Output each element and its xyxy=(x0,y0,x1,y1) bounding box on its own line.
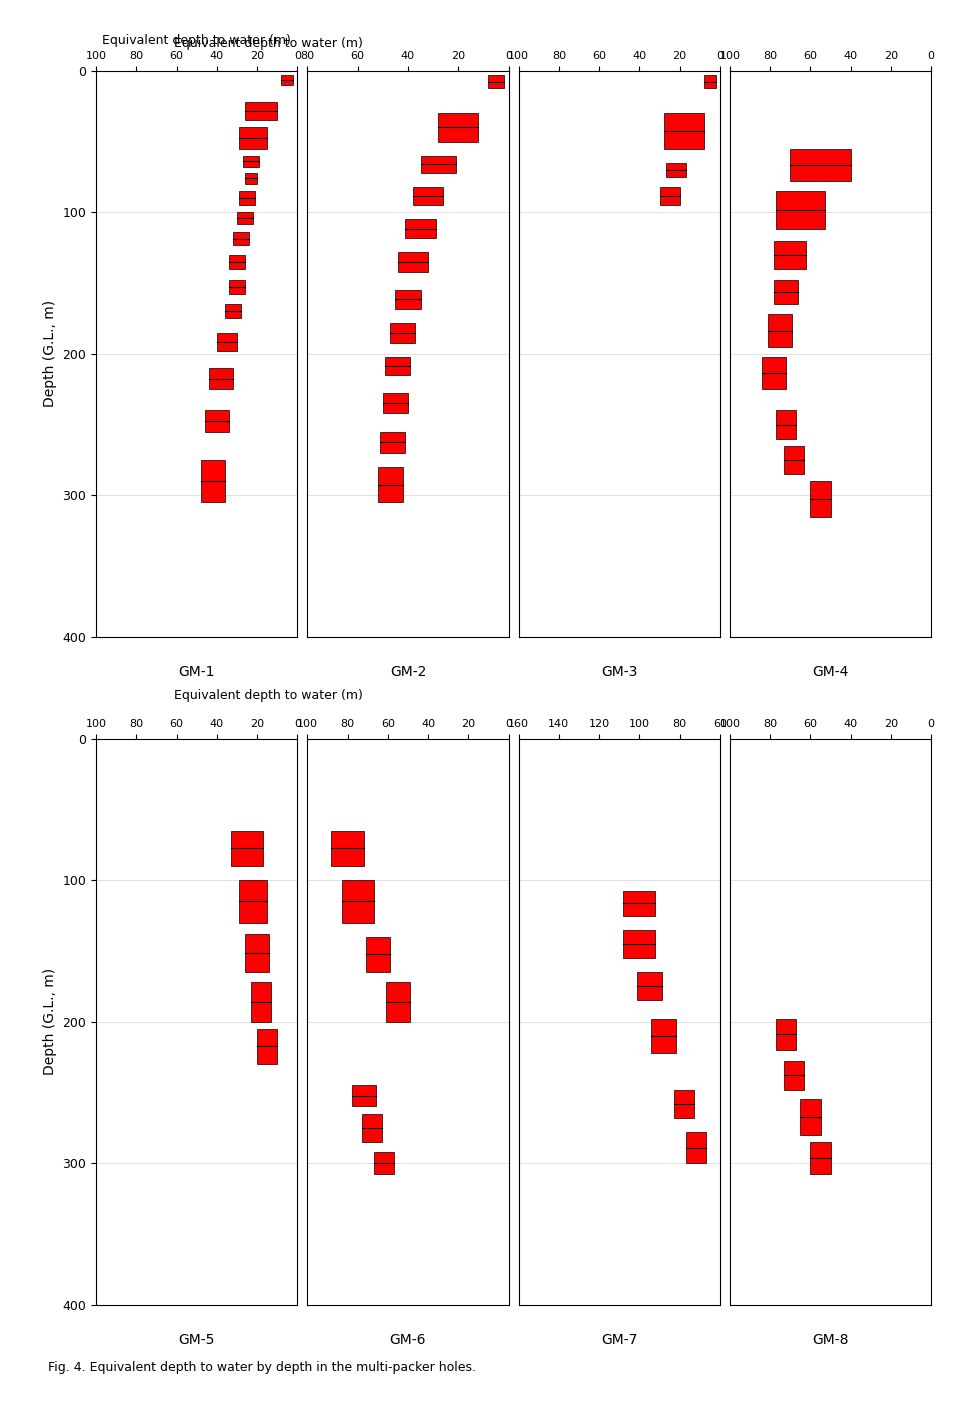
Bar xyxy=(225,305,241,319)
Bar xyxy=(233,233,249,245)
Bar xyxy=(245,934,269,973)
Bar xyxy=(366,937,390,973)
Bar xyxy=(623,930,656,959)
Bar xyxy=(204,410,228,431)
Bar xyxy=(342,881,373,923)
Bar xyxy=(397,252,428,272)
Text: GM-6: GM-6 xyxy=(390,1333,426,1347)
Bar xyxy=(784,445,804,474)
Text: Fig. 4. Equivalent depth to water by depth in the multi-packer holes.: Fig. 4. Equivalent depth to water by dep… xyxy=(48,1361,476,1374)
Bar xyxy=(245,173,257,184)
Text: GM-1: GM-1 xyxy=(179,665,215,679)
Text: GM-2: GM-2 xyxy=(390,665,426,679)
Bar xyxy=(351,1085,375,1106)
X-axis label: Equivalent depth to water (m): Equivalent depth to water (m) xyxy=(102,34,291,47)
Bar xyxy=(217,333,237,352)
Bar xyxy=(281,75,293,85)
Bar xyxy=(243,156,259,167)
Bar xyxy=(257,1028,277,1064)
Bar xyxy=(239,881,267,923)
Bar xyxy=(777,410,797,438)
Bar xyxy=(201,459,225,502)
Bar xyxy=(420,156,456,173)
Text: GM-4: GM-4 xyxy=(812,665,849,679)
Bar xyxy=(405,220,436,238)
Bar xyxy=(660,187,680,206)
Bar xyxy=(386,983,410,1021)
Bar xyxy=(768,315,792,347)
Bar xyxy=(331,831,364,866)
Bar xyxy=(685,1132,706,1163)
Text: Equivalent depth to water (m): Equivalent depth to water (m) xyxy=(175,689,363,702)
Bar xyxy=(208,369,233,389)
Bar xyxy=(230,831,263,866)
Bar xyxy=(801,1099,821,1134)
Bar xyxy=(637,973,661,1000)
Bar xyxy=(704,75,716,88)
Bar xyxy=(623,892,656,916)
Bar xyxy=(810,1141,830,1174)
Bar xyxy=(251,983,271,1021)
Text: Equivalent depth to water (m): Equivalent depth to water (m) xyxy=(175,37,363,50)
Bar xyxy=(665,163,685,177)
Bar xyxy=(385,357,411,376)
Bar xyxy=(790,149,851,182)
Text: GM-3: GM-3 xyxy=(601,665,637,679)
Bar xyxy=(413,187,444,206)
Bar xyxy=(762,357,786,389)
Bar xyxy=(377,467,403,502)
Text: GM-8: GM-8 xyxy=(812,1333,849,1347)
Text: GM-5: GM-5 xyxy=(179,1333,215,1347)
Bar xyxy=(396,291,420,309)
Bar xyxy=(777,1018,797,1049)
Bar xyxy=(373,1151,394,1174)
Bar xyxy=(391,323,416,343)
Bar xyxy=(380,431,405,452)
Bar xyxy=(245,102,277,121)
Y-axis label: Depth (G.L., m): Depth (G.L., m) xyxy=(43,968,57,1075)
Bar xyxy=(362,1113,382,1141)
Bar xyxy=(784,1061,804,1089)
Bar xyxy=(774,281,799,305)
Bar xyxy=(774,241,806,269)
Bar xyxy=(383,393,408,413)
Bar xyxy=(239,128,267,149)
Bar xyxy=(239,191,255,206)
Bar xyxy=(438,113,478,142)
Bar xyxy=(489,75,504,88)
Bar xyxy=(237,213,253,224)
Bar xyxy=(652,1018,676,1052)
Bar xyxy=(228,255,245,269)
Bar xyxy=(663,113,704,149)
Y-axis label: Depth (G.L., m): Depth (G.L., m) xyxy=(43,301,57,407)
Bar xyxy=(810,481,830,516)
Bar xyxy=(777,191,825,230)
Bar xyxy=(674,1089,694,1117)
Bar xyxy=(228,281,245,295)
Text: GM-7: GM-7 xyxy=(601,1333,637,1347)
